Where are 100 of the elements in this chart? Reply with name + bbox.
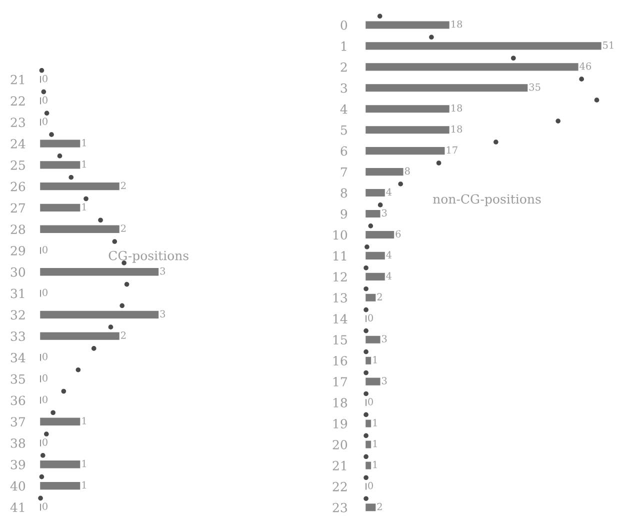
point bbox=[49, 132, 54, 137]
data-label: 1 bbox=[82, 460, 86, 468]
data-label: 18 bbox=[452, 20, 462, 28]
y-tick-label: 27 bbox=[10, 203, 25, 212]
y-tick-label: 13 bbox=[334, 293, 347, 303]
data-label: 2 bbox=[377, 293, 382, 300]
y-tick-label: 39 bbox=[10, 460, 26, 470]
bar bbox=[366, 210, 380, 218]
data-label: 0 bbox=[368, 314, 373, 322]
point bbox=[494, 140, 498, 144]
data-label: 0 bbox=[368, 482, 373, 490]
y-tick-label: 21 bbox=[332, 460, 346, 470]
y-tick-label: 6 bbox=[340, 146, 348, 156]
point bbox=[44, 110, 50, 116]
point bbox=[120, 303, 125, 308]
bar bbox=[366, 63, 578, 71]
y-tick-label: 31 bbox=[10, 288, 24, 298]
point bbox=[50, 410, 56, 416]
point bbox=[91, 346, 96, 351]
bar bbox=[40, 225, 120, 233]
y-tick-label: 18 bbox=[334, 398, 348, 408]
data-label: 1 bbox=[373, 418, 377, 426]
y-tick-label: 26 bbox=[10, 182, 26, 192]
data-label: 1 bbox=[373, 460, 377, 468]
data-label: 0 bbox=[368, 398, 373, 406]
bar bbox=[366, 462, 372, 470]
point bbox=[40, 453, 46, 458]
y-tick-label: 5 bbox=[341, 125, 347, 135]
bar bbox=[366, 504, 376, 512]
point bbox=[364, 391, 368, 396]
point bbox=[436, 160, 442, 166]
data-label: 1 bbox=[82, 203, 86, 210]
data-label: 4 bbox=[386, 251, 392, 258]
point bbox=[364, 286, 368, 292]
bar bbox=[40, 482, 80, 490]
point bbox=[364, 412, 368, 418]
y-tick-label: 29 bbox=[10, 246, 26, 256]
point bbox=[579, 76, 584, 82]
y-tick-label: 38 bbox=[10, 438, 26, 448]
data-label: 0 bbox=[42, 502, 48, 510]
point bbox=[378, 202, 383, 208]
bar bbox=[40, 161, 80, 169]
point bbox=[429, 34, 434, 40]
data-label: 1 bbox=[373, 440, 377, 448]
point bbox=[377, 14, 382, 19]
bar bbox=[40, 140, 80, 148]
point bbox=[68, 174, 74, 180]
data-label: 2 bbox=[121, 332, 126, 339]
data-label: 0 bbox=[42, 96, 48, 104]
point bbox=[364, 496, 368, 502]
bar bbox=[366, 294, 376, 302]
data-label: 51 bbox=[603, 41, 614, 49]
y-tick-label: 33 bbox=[10, 332, 25, 341]
y-tick-label: 4 bbox=[340, 104, 348, 114]
data-label: 1 bbox=[373, 356, 377, 364]
y-tick-label: 23 bbox=[332, 502, 347, 512]
data-label: 46 bbox=[580, 62, 592, 70]
data-label: 18 bbox=[452, 104, 462, 112]
y-tick-label: 9 bbox=[340, 209, 348, 219]
data-label: 1 bbox=[82, 160, 86, 168]
bar bbox=[366, 126, 450, 134]
bar bbox=[366, 356, 372, 364]
point bbox=[76, 367, 81, 372]
data-label: 0 bbox=[42, 74, 48, 82]
point bbox=[108, 324, 114, 330]
point bbox=[594, 98, 600, 102]
data-label: 0 bbox=[42, 374, 48, 382]
bar bbox=[40, 182, 120, 190]
data-label: 2 bbox=[377, 502, 382, 510]
y-tick-label: 2 bbox=[340, 62, 347, 72]
y-tick-label: 41 bbox=[10, 502, 24, 512]
data-label: 17 bbox=[446, 146, 458, 154]
data-label: 0 bbox=[42, 438, 48, 446]
data-label: 0 bbox=[42, 352, 48, 360]
bar bbox=[366, 42, 602, 50]
y-tick-label: 3 bbox=[340, 83, 347, 93]
point bbox=[364, 475, 368, 480]
y-tick-label: 32 bbox=[10, 310, 25, 320]
bar bbox=[40, 310, 159, 319]
point bbox=[364, 370, 368, 376]
y-tick-label: 10 bbox=[334, 230, 348, 240]
bar bbox=[366, 105, 450, 113]
y-tick-label: 25 bbox=[10, 160, 25, 170]
data-label: 4 bbox=[386, 188, 392, 196]
data-label: 2 bbox=[121, 182, 126, 190]
point bbox=[364, 265, 368, 270]
annotation: non-CG-positions bbox=[433, 194, 541, 206]
bar bbox=[366, 21, 450, 29]
data-label: 8 bbox=[404, 167, 410, 175]
point bbox=[511, 56, 516, 61]
bar bbox=[366, 230, 394, 239]
data-label: 0 bbox=[42, 118, 48, 125]
point bbox=[38, 496, 43, 501]
y-tick-label: 22 bbox=[10, 96, 25, 106]
bar bbox=[366, 440, 372, 448]
data-label: 3 bbox=[160, 267, 166, 275]
point bbox=[368, 224, 374, 228]
point bbox=[556, 118, 560, 124]
y-tick-label: 36 bbox=[10, 396, 26, 406]
point bbox=[364, 454, 368, 460]
